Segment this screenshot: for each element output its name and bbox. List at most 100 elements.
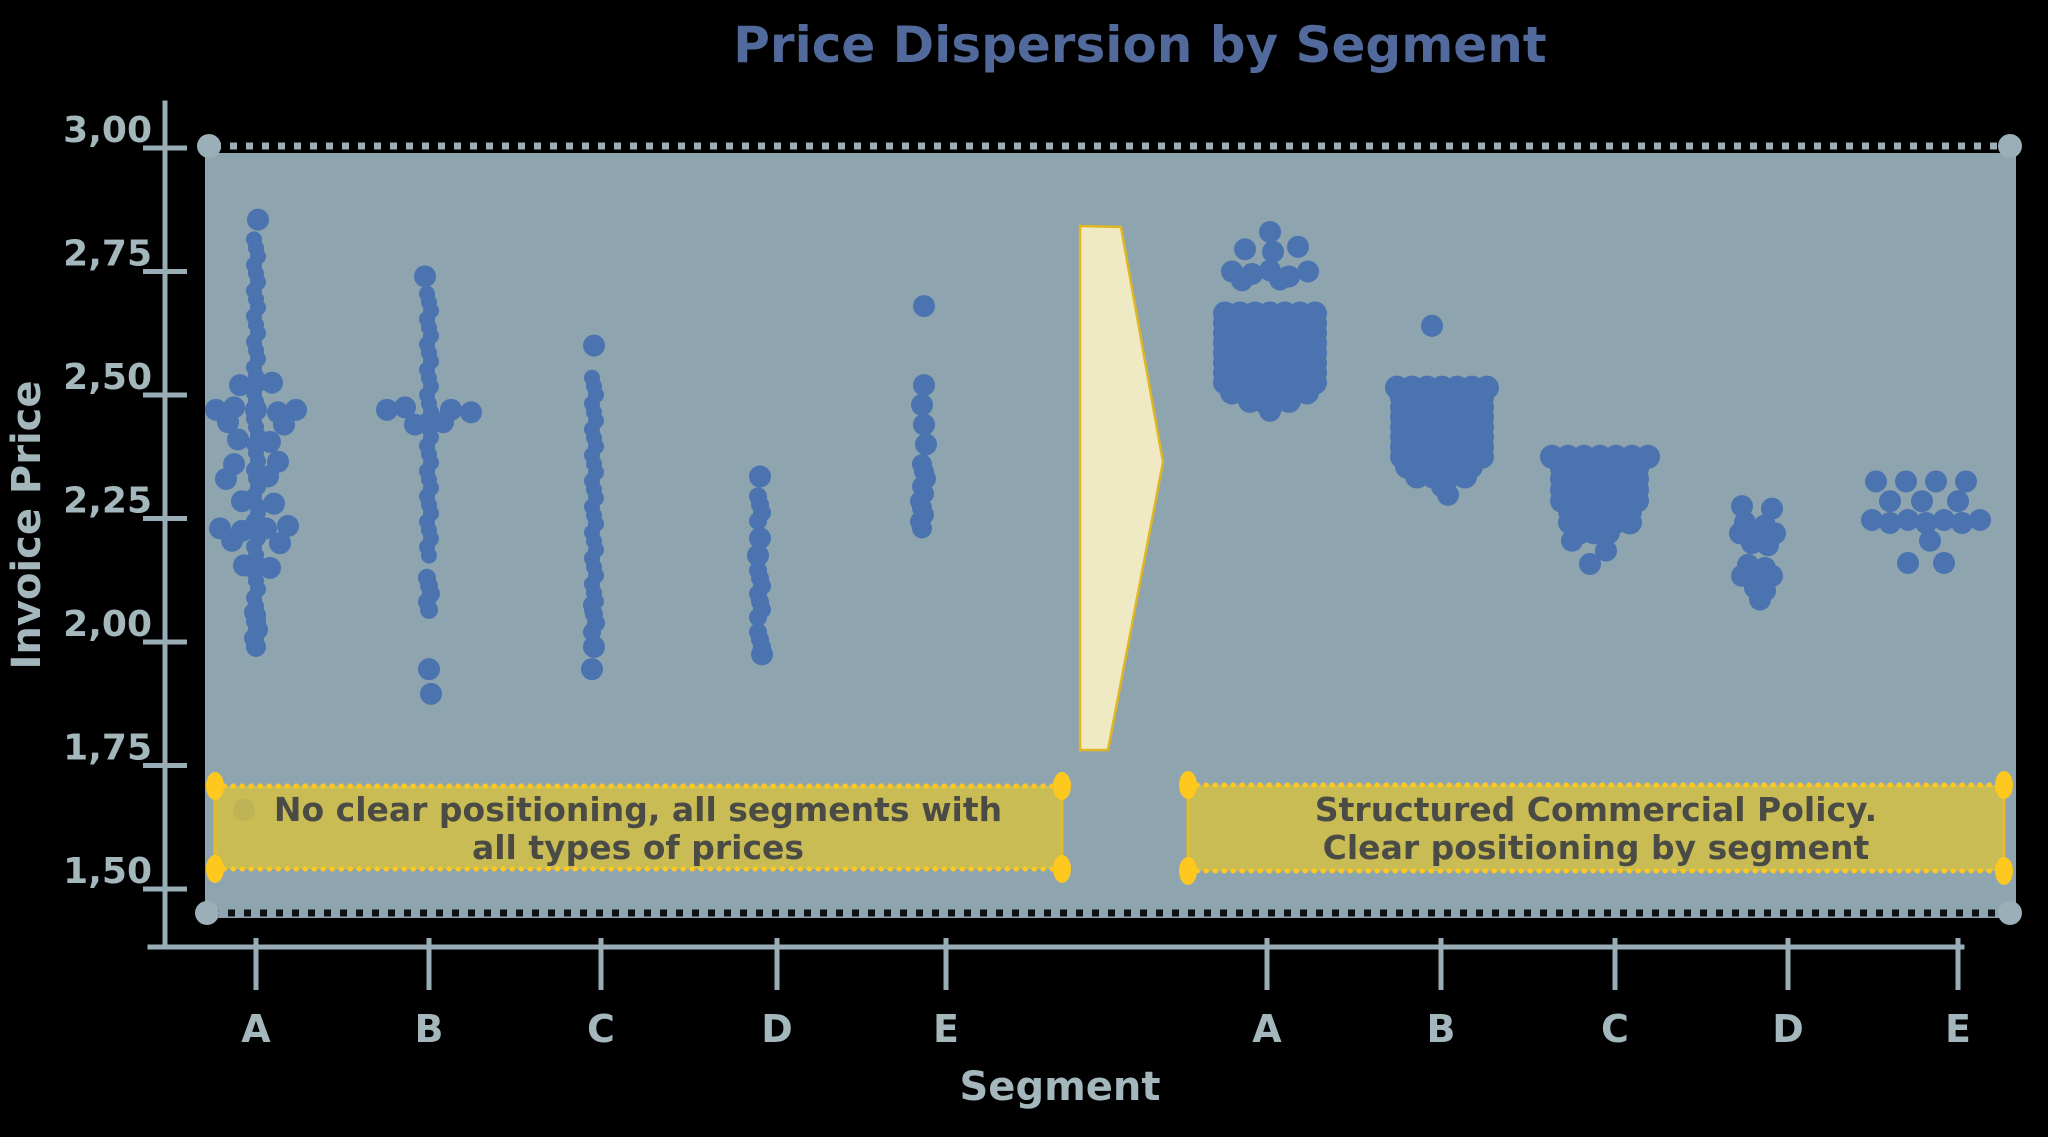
data-point [1579, 552, 1601, 575]
data-point [913, 295, 935, 318]
data-point [1287, 235, 1309, 258]
data-point [1618, 510, 1642, 535]
data-point [911, 393, 933, 416]
data-point [753, 637, 771, 656]
data-point [1951, 511, 1973, 534]
annotation-left-fill [215, 786, 1062, 869]
data-point [229, 374, 251, 397]
y-tick-label: 2,75 [63, 234, 152, 275]
data-point [1947, 490, 1969, 513]
data-point [1231, 269, 1253, 292]
x-tick-label: C [1601, 1007, 1629, 1051]
plot-corner-marker-bottom-right [1998, 901, 2022, 925]
data-point [749, 608, 767, 627]
x-tick-label: B [1427, 1007, 1456, 1051]
data-point [583, 334, 605, 357]
data-point [1421, 314, 1443, 337]
data-point [749, 465, 771, 488]
data-point [1955, 470, 1977, 493]
y-tick-label: 2,00 [63, 604, 152, 645]
annotation-corner-marker [206, 855, 224, 883]
data-point [1933, 508, 1955, 531]
data-point [1969, 508, 1991, 531]
data-point [418, 658, 440, 681]
data-point [285, 398, 307, 421]
annotation-corner-marker [1995, 771, 2013, 799]
x-tick-label: E [933, 1007, 959, 1051]
plot-corner-marker-bottom-left [195, 901, 219, 925]
data-point [1596, 520, 1620, 545]
data-point [1277, 388, 1301, 413]
data-point [221, 529, 243, 552]
data-point [1897, 551, 1919, 574]
y-tick-label: 2,50 [63, 357, 152, 398]
x-tick-label: D [761, 1007, 793, 1051]
data-point [747, 544, 769, 567]
x-tick-label: B [415, 1007, 444, 1051]
data-point [913, 374, 935, 397]
x-tick-label: C [587, 1007, 615, 1051]
data-point [1731, 495, 1753, 518]
data-point [1761, 497, 1783, 520]
data-point [1915, 511, 1937, 534]
data-point [217, 411, 239, 434]
x-tick-label: A [241, 1007, 271, 1051]
data-point [1749, 588, 1771, 611]
data-point [376, 398, 398, 421]
annotation-corner-marker [1053, 855, 1071, 883]
annotation-box-right: Structured Commercial Policy. Clear posi… [1179, 771, 2013, 885]
y-axis-ticks: 3,00 2,75 2,50 2,25 2,00 1,75 1,50 [63, 110, 187, 892]
data-point [273, 413, 295, 436]
data-point [749, 511, 767, 530]
annotation-right-line1: Structured Commercial Policy. [1315, 790, 1877, 829]
data-point [1437, 483, 1459, 506]
data-point [227, 428, 249, 451]
y-axis-title: Invoice Price [4, 381, 50, 670]
data-point [913, 413, 935, 436]
data-point [1919, 529, 1941, 552]
data-point [1879, 511, 1901, 534]
data-point [460, 401, 482, 424]
data-point [247, 208, 269, 231]
data-point [215, 467, 237, 490]
x-tick-label: D [1772, 1007, 1804, 1051]
data-point [414, 265, 436, 288]
data-point [1453, 464, 1477, 489]
data-point [1757, 534, 1779, 557]
data-point [583, 623, 601, 642]
data-point [1595, 539, 1617, 562]
data-point [1911, 490, 1933, 513]
plot-corner-marker-top-right [1998, 134, 2022, 158]
y-tick-label: 1,50 [63, 851, 152, 892]
y-tick-label: 1,75 [63, 728, 152, 769]
data-point [1925, 470, 1947, 493]
data-point [1297, 260, 1319, 283]
data-point [1861, 508, 1883, 531]
data-point [1259, 220, 1281, 243]
data-points-layer [205, 208, 1991, 821]
transition-arrow [1078, 224, 1165, 752]
data-point [581, 658, 603, 681]
annotation-corner-marker [206, 772, 224, 800]
data-point [583, 635, 605, 658]
data-point [749, 527, 771, 550]
data-point [420, 682, 442, 705]
data-point [1933, 551, 1955, 574]
y-tick-label: 2,25 [63, 481, 152, 522]
data-point [246, 636, 266, 657]
annotation-corner-marker [1179, 771, 1197, 799]
data-point [269, 532, 291, 555]
annotation-left-line2: all types of prices [472, 828, 804, 867]
y-tick-label: 3,00 [63, 110, 152, 151]
plot-corner-marker-top-left [197, 134, 221, 158]
data-point [1269, 268, 1291, 291]
x-axis-title: Segment [960, 1064, 1161, 1110]
data-point [1865, 470, 1887, 493]
data-point [263, 492, 285, 515]
data-point [1741, 532, 1763, 555]
annotation-corner-marker [1179, 857, 1197, 885]
x-tick-label: E [1945, 1007, 1971, 1051]
annotation-left-line1: No clear positioning, all segments with [274, 790, 1002, 829]
